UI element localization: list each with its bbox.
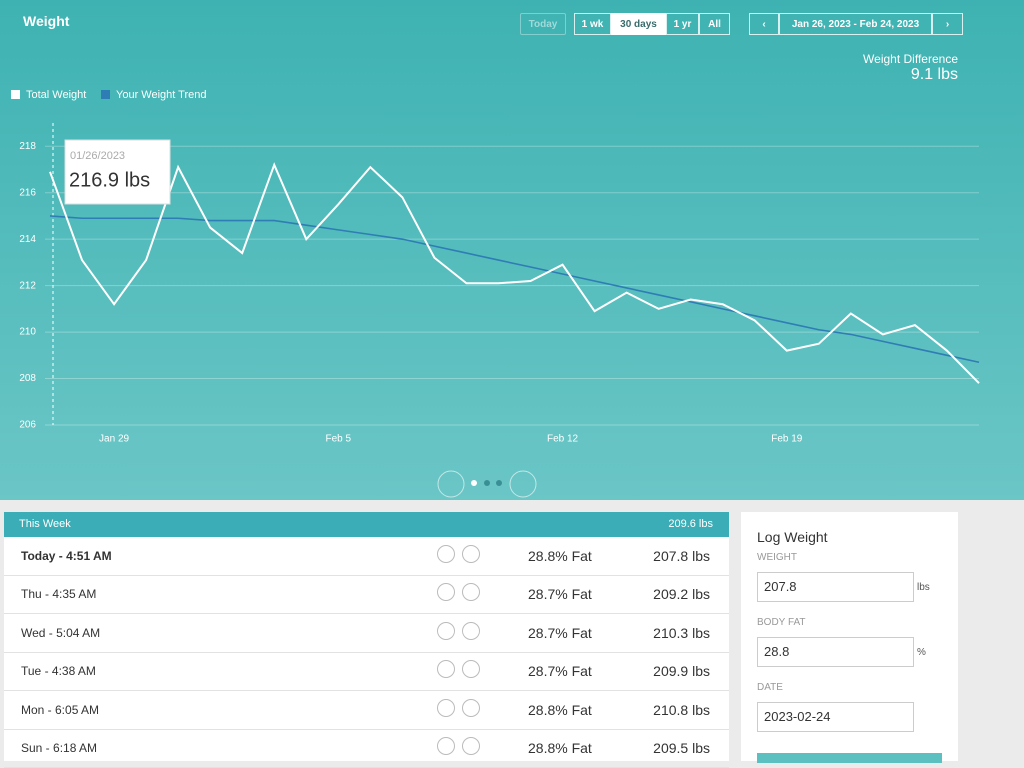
week-header: This Week 209.6 lbs: [4, 512, 729, 537]
next-button[interactable]: ›: [932, 13, 963, 35]
week-row: Tue - 4:38 AM 28.7% Fat 209.9 lbs: [4, 652, 729, 692]
y-tick-label: 212: [19, 280, 36, 291]
row-fat: 28.8% Fat: [528, 740, 592, 756]
y-tick-label: 206: [19, 420, 36, 431]
prev-button[interactable]: ‹: [749, 13, 779, 35]
edit-icon[interactable]: [462, 545, 480, 563]
row-time: Tue - 4:38 AM: [21, 664, 96, 679]
y-tick-label: 216: [19, 187, 36, 198]
week-row: Thu - 4:35 AM 28.7% Fat 209.2 lbs: [4, 575, 729, 615]
row-fat: 28.8% Fat: [528, 701, 592, 718]
log-button[interactable]: [757, 753, 942, 763]
row-weight: 209.9 lbs: [653, 663, 710, 680]
legend-swatch: [11, 90, 20, 99]
x-tick-label: Feb 5: [326, 434, 352, 445]
field-input[interactable]: 207.8: [757, 572, 914, 602]
edit-icon[interactable]: [462, 621, 480, 640]
field-input[interactable]: 2023-02-24: [757, 702, 914, 732]
range-button[interactable]: 1 yr: [666, 13, 699, 35]
date-range[interactable]: Jan 26, 2023 - Feb 24, 2023: [779, 13, 932, 35]
log-panel: Log Weight WEIGHT 207.8 lbs BODY FAT 28.8% DA…: [741, 512, 958, 763]
pager-dot: [496, 480, 502, 486]
tooltip-value: 216.9 lbs: [69, 169, 150, 191]
range-button[interactable]: 30 days: [611, 13, 666, 35]
chart-panel: Weight ‹ Jan 26, 2023 - Feb 24, 2023 › W…: [0, 0, 1024, 500]
y-tick-label: 214: [19, 234, 36, 245]
pager-next[interactable]: [509, 470, 537, 498]
delete-icon[interactable]: [437, 621, 455, 640]
x-tick-label: Jan 29: [99, 434, 129, 445]
row-weight: 210.3 lbs: [653, 624, 710, 641]
row-weight: 210.8 lbs: [653, 701, 710, 718]
edit-icon[interactable]: [462, 698, 480, 717]
difference-value: 9.1 lbs: [910, 66, 958, 83]
x-tick-label: Feb 19: [771, 434, 803, 445]
range-button[interactable]: All: [699, 13, 730, 35]
field-unit: %: [917, 647, 926, 658]
x-tick-label: Feb 12: [547, 434, 579, 445]
week-row: Mon - 6:05 AM 28.8% Fat 210.8 lbs: [4, 691, 729, 730]
delete-icon[interactable]: [437, 583, 455, 602]
row-time: Mon - 6:05 AM: [21, 702, 100, 717]
pager-dot: [471, 480, 477, 486]
legend-label: Your Weight Trend: [116, 89, 207, 101]
pager-prev[interactable]: [437, 470, 465, 498]
row-fat: 28.7% Fat: [528, 663, 592, 680]
page-title: Weight: [23, 13, 70, 29]
series-line: [49, 162, 980, 384]
row-time: Wed - 5:04 AM: [21, 625, 101, 640]
difference-label: Weight Difference: [863, 52, 958, 66]
range-button[interactable]: 1 wk: [574, 13, 611, 35]
edit-icon[interactable]: [462, 660, 480, 679]
field-label: BODY FAT: [757, 617, 806, 628]
delete-icon[interactable]: [437, 660, 455, 679]
chart: 206 208 210 212 214 216 218 Jan 29 Feb 5 Feb 12 Fe…: [11, 89, 980, 498]
row-time: Thu - 4:35 AM: [21, 587, 97, 602]
week-row: Today - 4:51 AM 28.8% Fat 207.8 lbs: [4, 537, 729, 576]
y-tick-label: 218: [19, 141, 36, 152]
pager-dot: [484, 480, 490, 486]
field-label: DATE: [757, 682, 783, 693]
range-button[interactable]: Today: [520, 13, 566, 35]
week-row: Sun - 6:18 AM 28.8% Fat 209.5 lbs: [4, 729, 729, 768]
edit-icon[interactable]: [462, 583, 480, 602]
delete-icon[interactable]: [437, 698, 455, 717]
log-title: Log Weight: [757, 529, 828, 545]
row-fat: 28.7% Fat: [528, 586, 592, 603]
y-tick-label: 210: [19, 327, 36, 338]
week-title: This Week: [19, 518, 71, 530]
row-time: Today - 4:51 AM: [21, 549, 112, 563]
row-weight: 209.2 lbs: [653, 586, 710, 603]
row-weight: 209.5 lbs: [653, 740, 710, 756]
legend-swatch: [101, 90, 110, 99]
field-unit: lbs: [917, 582, 930, 593]
row-fat: 28.8% Fat: [528, 548, 592, 564]
tooltip-box: [64, 139, 171, 205]
row-fat: 28.7% Fat: [528, 624, 592, 641]
row-weight: 207.8 lbs: [653, 548, 710, 564]
tooltip-date: 01/26/2023: [70, 150, 125, 162]
y-tick-label: 208: [19, 373, 36, 384]
week-total: 209.6 lbs: [668, 518, 713, 530]
legend-label: Total Weight: [26, 89, 86, 101]
week-table: This Week 209.6 lbs Today - 4:51 AM 28.8%…: [4, 512, 729, 768]
delete-icon[interactable]: [437, 545, 455, 563]
week-row: Wed - 5:04 AM 28.7% Fat 210.3 lbs: [4, 614, 729, 653]
field-label: WEIGHT: [757, 552, 797, 563]
field-input[interactable]: 28.8: [757, 637, 914, 667]
edit-icon[interactable]: [462, 737, 480, 755]
delete-icon[interactable]: [437, 737, 455, 755]
series-line: [49, 215, 980, 364]
row-time: Sun - 6:18 AM: [21, 741, 98, 755]
